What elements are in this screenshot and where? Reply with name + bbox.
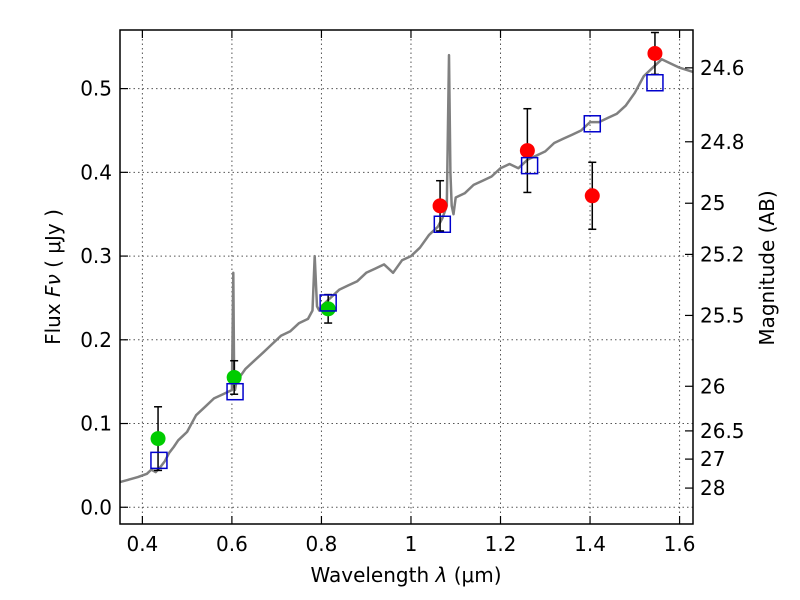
model-spectrum [119,53,694,484]
model-square [150,451,168,470]
x-tick-label: 1 [405,532,418,556]
data-markers [150,31,664,472]
model-square [520,156,539,175]
x-tick-label: 1.6 [664,532,696,556]
magnitude-tick-label: 25.2 [700,242,745,266]
x-axis-label: Wavelength λ (μm) [310,563,501,587]
data-point [150,431,166,447]
x-tick-label: 0.8 [306,532,338,556]
magnitude-tick-label: 26.5 [700,419,745,443]
magnitude-axis-label: Magnitude (AB) [755,190,779,345]
magnitude-tick-label: 28 [700,476,725,500]
grid-lines [120,30,693,524]
y-tick-label: 0.5 [80,77,112,101]
x-tick-label: 1.4 [574,532,606,556]
plot-frame [119,29,694,525]
data-point [432,198,448,214]
model-square [319,294,337,312]
x-tick-label: 1.2 [485,532,517,556]
y-axis-ticks: 0.0 0.1 0.2 0.3 0.4 0.5 [80,77,128,519]
magnitude-tick-label: 24.8 [700,130,745,154]
data-point [519,143,535,159]
magnitude-tick-label: 27 [700,447,725,471]
x-tick-label: 0.4 [126,532,158,556]
model-square [226,382,244,401]
y-tick-label: 0.2 [80,328,112,352]
magnitude-tick-label: 26 [700,374,725,398]
model-square [433,215,452,234]
magnitude-axis-ticks: 24.6 24.8 25 25.2 25.5 26 26.5 27 28 [685,56,745,500]
magnitude-tick-label: 24.6 [700,56,745,80]
spectrum-line [119,53,694,484]
data-point [320,301,336,317]
model-square [583,115,602,133]
y-tick-label: 0.1 [80,412,112,436]
magnitude-tick-label: 25.5 [700,303,745,327]
y-axis-label: Flux Fν ( μJy ) [41,209,65,345]
magnitude-tick-label: 25 [700,191,725,215]
x-tick-label: 0.6 [216,532,248,556]
y-tick-label: 0.3 [80,244,112,268]
model-square [646,73,664,92]
data-point [226,369,242,385]
data-point [647,45,663,61]
data-point [584,188,600,204]
y-tick-label: 0.4 [80,160,112,184]
x-axis-ticks: 0.4 0.6 0.8 1 1.2 1.4 1.6 [126,30,695,556]
y-tick-label: 0.0 [80,495,112,519]
